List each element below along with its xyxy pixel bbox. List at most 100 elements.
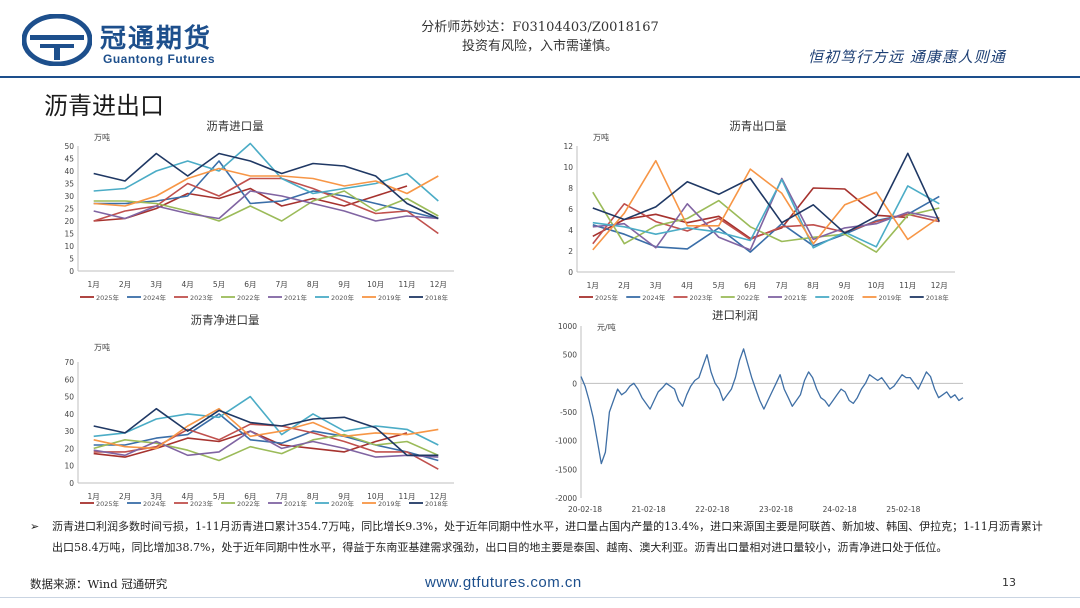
- legend-label: 2019年: [378, 293, 402, 302]
- x-tick-label: 6月: [244, 280, 256, 289]
- series-line-2021年: [592, 177, 940, 251]
- y-tick-label: 0: [572, 379, 577, 388]
- series-line-2024年: [93, 413, 439, 462]
- x-tick-label: 1月: [88, 280, 100, 289]
- x-tick-label: 8月: [307, 492, 319, 501]
- series-line-2019年: [93, 167, 439, 207]
- legend-label: 2019年: [879, 293, 903, 302]
- series-line-2018年: [93, 407, 439, 457]
- series-line-2023年: [592, 203, 940, 245]
- x-tick-label: 20-02-18: [568, 505, 602, 514]
- y-tick-label: 0: [69, 267, 74, 276]
- y-tick-label: 500: [563, 351, 578, 360]
- company-logo: [21, 13, 93, 67]
- y-tick-label: 25: [64, 205, 74, 214]
- summary-paragraph: ➢ 沥青进口利润多数时间亏损，1-11月沥青进口累计354.7万吨，同比增长9.…: [30, 516, 1050, 558]
- series-line-2022年: [592, 191, 940, 253]
- y-tick-label: 0: [568, 268, 573, 277]
- y-unit-label: 万吨: [593, 132, 609, 142]
- legend-label: 2022年: [737, 293, 761, 302]
- legend-label: 2022年: [237, 499, 261, 508]
- series-line-2020年: [93, 142, 439, 202]
- y-unit-label: 万吨: [94, 342, 110, 352]
- legend-label: 2024年: [143, 499, 167, 508]
- y-tick-label: 10: [64, 462, 74, 471]
- legend-label: 2025年: [595, 293, 619, 302]
- y-tick-label: 1000: [558, 322, 577, 331]
- y-tick-label: -500: [560, 408, 577, 417]
- legend-label: 2023年: [690, 293, 714, 302]
- x-tick-label: 6月: [744, 281, 756, 290]
- y-tick-label: 45: [64, 155, 74, 164]
- legend-label: 2024年: [143, 293, 167, 302]
- legend-label: 2025年: [96, 499, 120, 508]
- y-tick-label: 20: [64, 217, 74, 226]
- legend-label: 2021年: [284, 293, 308, 302]
- series-line-2018年: [93, 152, 439, 220]
- x-tick-label: 10月: [367, 280, 384, 289]
- chart-title: 进口利润: [712, 310, 758, 322]
- series-line-2024年: [93, 160, 439, 220]
- x-tick-label: 4月: [681, 281, 693, 290]
- x-tick-label: 11月: [899, 281, 916, 290]
- y-unit-label: 元/吨: [597, 322, 616, 332]
- y-tick-label: -1500: [555, 465, 577, 474]
- series-line-2022年: [93, 190, 439, 222]
- chart-title: 沥青进口量: [206, 119, 264, 133]
- chart-title: 沥青出口量: [729, 119, 787, 133]
- x-tick-label: 2月: [618, 281, 630, 290]
- x-tick-label: 7月: [776, 281, 788, 290]
- x-tick-label: 24-02-18: [823, 505, 857, 514]
- x-tick-label: 10月: [868, 281, 885, 290]
- legend-label: 2020年: [831, 293, 855, 302]
- y-tick-label: 6: [568, 205, 573, 214]
- legend-label: 2024年: [642, 293, 666, 302]
- series-line-2020年: [592, 178, 940, 249]
- x-tick-label: 22-02-18: [695, 505, 729, 514]
- legend-label: 2018年: [425, 293, 449, 302]
- y-tick-label: 10: [563, 163, 573, 172]
- x-tick-label: 8月: [807, 281, 819, 290]
- legend-label: 2025年: [96, 293, 120, 302]
- legend-label: 2021年: [284, 499, 308, 508]
- x-tick-label: 7月: [276, 492, 288, 501]
- website-link[interactable]: www.gtfutures.com.cn: [425, 574, 582, 591]
- series-line-2018年: [592, 152, 941, 234]
- legend-label: 2020年: [331, 499, 355, 508]
- x-tick-label: 5月: [213, 280, 225, 289]
- chart-title: 沥青净进口量: [191, 313, 260, 327]
- x-tick-label: 11月: [398, 492, 415, 501]
- y-tick-label: 5: [69, 255, 74, 264]
- series-line-2021年: [93, 190, 439, 222]
- legend-label: 2019年: [378, 499, 402, 508]
- y-tick-label: 60: [64, 375, 74, 384]
- logo-text-cn: 冠通期货: [100, 24, 213, 54]
- x-tick-label: 9月: [338, 280, 350, 289]
- y-tick-label: 40: [64, 167, 74, 176]
- x-tick-label: 5月: [713, 281, 725, 290]
- header-divider: [0, 76, 1080, 78]
- legend-label: 2018年: [926, 293, 950, 302]
- x-tick-label: 25-02-18: [886, 505, 920, 514]
- x-tick-label: 23-02-18: [759, 505, 793, 514]
- series-line-2019年: [592, 159, 940, 251]
- logo-text-en: Guantong Futures: [103, 52, 215, 66]
- x-tick-label: 3月: [150, 280, 162, 289]
- x-tick-label: 4月: [182, 280, 194, 289]
- y-tick-label: 0: [69, 479, 74, 488]
- y-tick-label: 70: [64, 358, 74, 367]
- x-tick-label: 12月: [931, 281, 948, 290]
- x-tick-label: 1月: [587, 281, 599, 290]
- x-tick-label: 3月: [650, 281, 662, 290]
- y-tick-label: 30: [64, 427, 74, 436]
- x-tick-label: 2月: [119, 492, 131, 501]
- series-line-profit: [580, 348, 964, 465]
- y-tick-label: 4: [568, 226, 573, 235]
- x-tick-label: 9月: [338, 492, 350, 501]
- x-tick-label: 8月: [307, 280, 319, 289]
- legend-label: 2018年: [425, 499, 449, 508]
